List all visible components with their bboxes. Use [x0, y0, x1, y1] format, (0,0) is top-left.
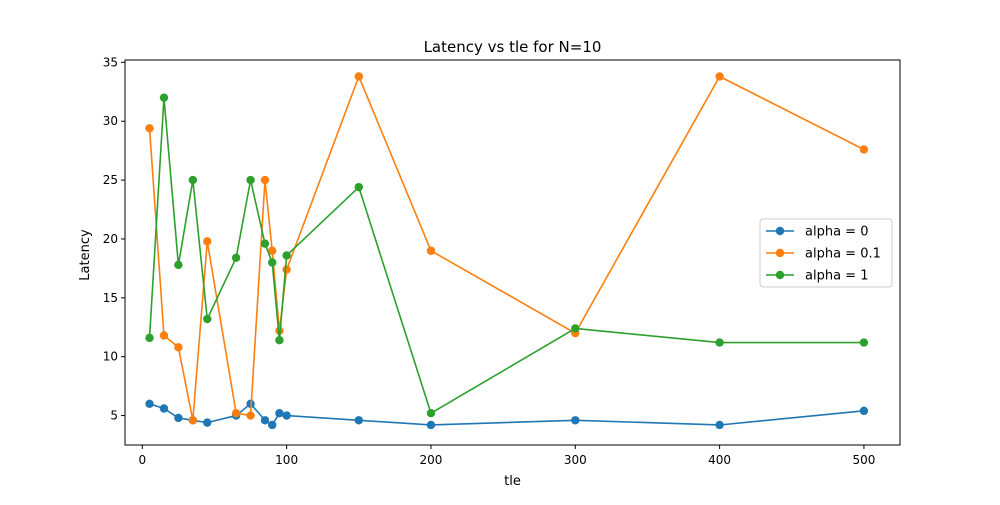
legend-item: alpha = 1: [766, 269, 868, 284]
y-tick-label: 20: [103, 232, 118, 246]
data-point: [260, 416, 270, 425]
data-point: [859, 145, 869, 154]
legend-item: alpha = 0.1: [766, 247, 881, 262]
data-point: [159, 93, 169, 102]
data-point: [426, 409, 436, 418]
data-point: [203, 314, 212, 324]
series-line: [149, 402, 864, 426]
data-point: [145, 124, 154, 133]
data-point: [231, 253, 241, 262]
x-tick-label: 200: [420, 453, 443, 467]
data-point: [260, 175, 270, 185]
data-point: [268, 420, 277, 430]
data-point: [174, 413, 183, 423]
y-tick-label: 25: [103, 173, 118, 187]
legend-marker: [775, 248, 785, 258]
data-point: [571, 416, 580, 425]
data-point: [354, 72, 363, 81]
legend-box: [759, 218, 893, 288]
data-point: [231, 409, 241, 418]
data-point: [715, 338, 724, 347]
series-line: [148, 96, 864, 415]
data-point: [354, 416, 363, 425]
data-point: [354, 182, 363, 192]
data-point: [282, 265, 291, 274]
data-point: [188, 416, 198, 425]
series-2: [145, 93, 869, 418]
y-tick-label: 15: [103, 291, 118, 305]
y-axis: 5 10 15 20 25 30 35: [103, 55, 125, 423]
data-point: [246, 175, 255, 185]
data-point: [268, 246, 277, 255]
legend: alpha = 0 alpha = 0.1 alpha = 1: [759, 218, 893, 288]
x-tick-label: 500: [852, 453, 875, 467]
data-point: [203, 237, 212, 246]
data-point: [268, 258, 277, 267]
x-tick-label: 100: [275, 453, 298, 467]
data-point: [426, 420, 436, 430]
data-point: [246, 411, 255, 420]
x-tick-label: 0: [138, 453, 146, 467]
data-point: [282, 251, 291, 260]
data-point: [859, 406, 869, 416]
data-point: [859, 338, 869, 347]
chart-title: Latency vs tle for N=10: [424, 38, 602, 56]
data-point: [571, 324, 580, 333]
y-tick-label: 5: [110, 409, 118, 423]
data-point: [145, 333, 154, 343]
plot-frame: [124, 59, 901, 446]
y-tick-label: 30: [103, 114, 118, 128]
data-point: [203, 418, 212, 427]
x-axis-label: tle: [504, 474, 521, 489]
data-point: [260, 239, 270, 248]
data-point: [159, 404, 169, 413]
data-point: [282, 411, 291, 420]
data-point: [159, 331, 169, 340]
data-point: [426, 246, 436, 255]
data-point: [188, 175, 198, 185]
legend-marker: [775, 226, 785, 236]
legend-label: alpha = 1: [805, 269, 868, 284]
data-point: [145, 399, 154, 408]
data-point: [174, 343, 183, 352]
y-tick-label: 10: [103, 350, 118, 364]
x-tick-label: 400: [708, 453, 731, 467]
plot-area: [145, 72, 869, 430]
data-point: [715, 420, 724, 430]
y-tick-label: 35: [103, 55, 118, 69]
legend-marker: [775, 270, 785, 280]
x-axis: 0 100 200 300 400 500: [138, 445, 875, 467]
data-point: [275, 409, 284, 418]
series-line: [148, 75, 865, 422]
data-point: [275, 336, 284, 345]
data-point: [715, 72, 724, 81]
x-tick-label: 300: [564, 453, 587, 467]
legend-label: alpha = 0: [805, 225, 868, 240]
series-1: [145, 72, 869, 425]
y-axis-label: Latency: [78, 229, 93, 281]
legend-label: alpha = 0.1: [805, 247, 881, 262]
legend-item: alpha = 0: [766, 225, 868, 240]
data-point: [174, 260, 183, 270]
